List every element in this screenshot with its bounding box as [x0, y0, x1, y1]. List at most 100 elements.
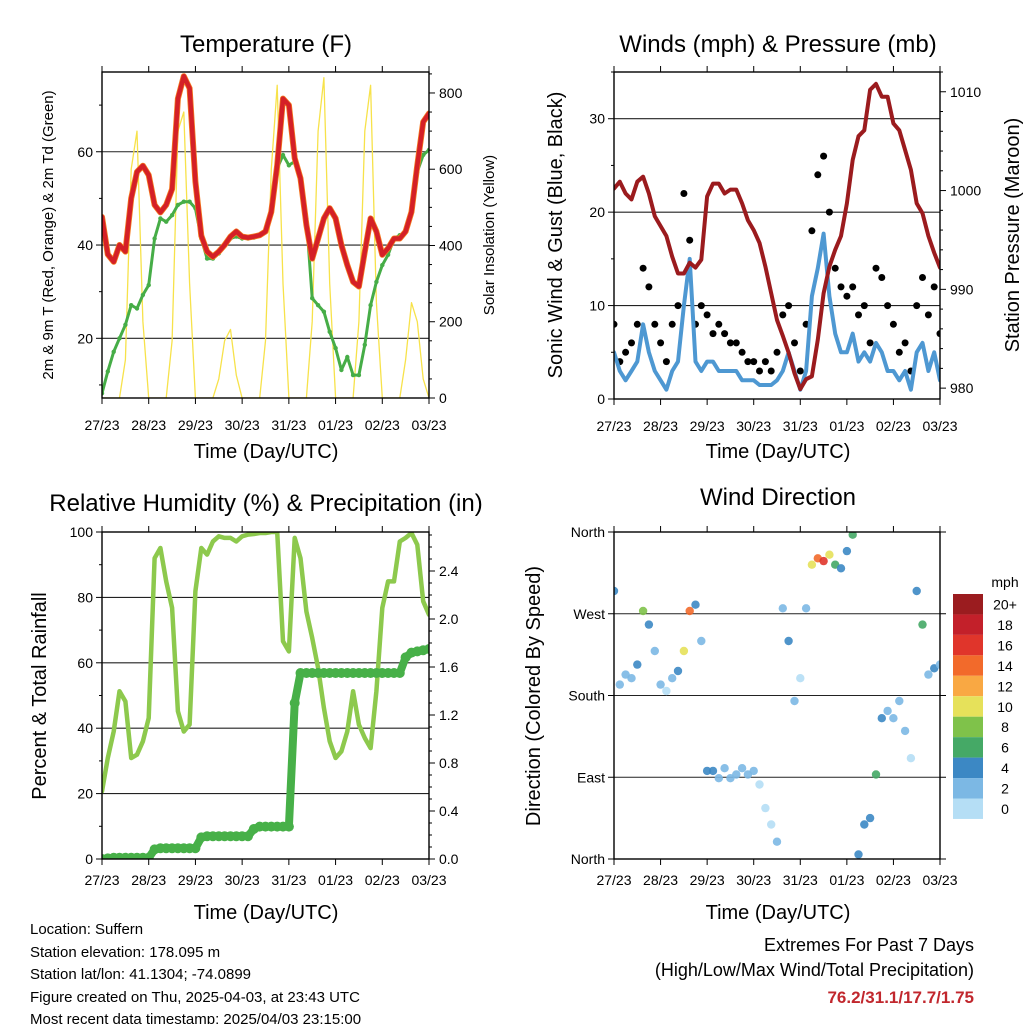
gust-point	[738, 348, 746, 356]
wind-direction-point	[924, 670, 933, 679]
panel3-y-tick-label: South	[568, 688, 605, 704]
panel3-y-tick-label: East	[577, 769, 605, 785]
gust-point	[686, 236, 694, 244]
panel2-y-tick-label: 0	[85, 851, 93, 867]
wind-direction-point	[708, 766, 718, 776]
panel1-y-right-tick-label: 1000	[950, 183, 981, 199]
panel0-x-tick-label: 28/23	[131, 417, 166, 433]
panel0-x-tick-label: 31/23	[271, 417, 306, 433]
colorbar-swatch	[953, 675, 983, 697]
wind-direction-point	[784, 636, 793, 646]
dewpoint-point	[146, 282, 151, 288]
gust-point	[796, 367, 804, 375]
gust-point	[866, 339, 874, 347]
wind-direction-point	[883, 706, 892, 716]
dewpoint-point	[129, 303, 134, 308]
dewpoint-point	[345, 354, 350, 360]
panel2-x-tick-label: 28/23	[131, 872, 166, 888]
wind-direction-point	[614, 586, 619, 596]
panel1-y-tick-label: 30	[589, 111, 605, 127]
gust-point	[614, 320, 618, 328]
precipitation-point	[283, 821, 294, 832]
extremes-subheading: (High/Low/Max Wind/Total Precipitation)	[654, 960, 974, 980]
panel1-x-tick-label: 27/23	[596, 418, 631, 434]
wind-direction-point	[714, 774, 723, 783]
dewpoint-point	[368, 303, 373, 308]
wind-direction-point	[877, 714, 886, 723]
colorbar-swatch	[953, 737, 983, 758]
wind-direction-point	[796, 674, 805, 683]
wind-direction-point	[895, 696, 904, 706]
wind-direction-point	[644, 620, 654, 629]
wind-direction-point	[662, 686, 671, 696]
gust-point	[697, 302, 705, 310]
panel0-frame	[101, 71, 430, 399]
colorbar-label: 16	[997, 637, 1013, 653]
gust-point	[732, 339, 740, 347]
panel1-plot-area	[614, 81, 940, 392]
panel1-frame	[613, 71, 941, 400]
wind-speed-line	[614, 231, 940, 392]
wind-direction-point	[755, 780, 764, 789]
dewpoint-point	[117, 336, 122, 341]
panel2-x-tick-label: 29/23	[178, 872, 213, 888]
panel0-y-axis-right-label: Solar Insolation (Yellow)	[481, 155, 498, 315]
wind-direction-point	[772, 837, 782, 846]
panel2-x-axis-label: Time (Day/UTC)	[194, 902, 339, 924]
extremes-heading: Extremes For Past 7 Days	[763, 935, 974, 955]
dewpoint-point	[164, 219, 169, 224]
wind-direction-point	[633, 660, 642, 669]
panel2-x-tick-label: 02/23	[365, 872, 400, 888]
wind-direction-point	[749, 766, 758, 776]
gust-point	[773, 348, 781, 356]
dewpoint-point	[315, 303, 321, 308]
panel1-title: Winds (mph) & Pressure (mb)	[619, 31, 936, 58]
gust-point	[889, 320, 897, 328]
panel2-title: Relative Humidity (%) & Precipitation (i…	[49, 490, 482, 517]
wind-direction-point	[790, 696, 799, 706]
colorbar-swatch	[953, 716, 983, 738]
panel1-y-tick-label: 10	[589, 298, 605, 314]
gust-point	[639, 264, 647, 272]
gust-point	[715, 320, 723, 328]
pressure-line	[614, 81, 940, 392]
gust-point	[721, 330, 729, 338]
wind-direction-point	[761, 803, 770, 813]
panel3-y-axis-label: Direction (Colored By Speed)	[523, 566, 545, 826]
panel1-y-right-tick-label: 980	[950, 380, 974, 396]
panel2-y-tick-label: 80	[77, 589, 93, 605]
colorbar-label: 10	[997, 699, 1013, 715]
panel0-y-right-tick-label: 0	[439, 390, 447, 406]
wind-direction-point	[679, 646, 689, 656]
panel3-x-tick-label: 02/23	[876, 872, 911, 888]
dewpoint-point	[169, 213, 175, 218]
gust-point	[924, 311, 932, 319]
panel1-x-tick-label: 01/23	[829, 418, 864, 434]
gust-point	[761, 358, 769, 366]
colorbar-swatch	[953, 634, 983, 656]
panel2-x-tick-label: 30/23	[225, 872, 260, 888]
panel0-title: Temperature (F)	[180, 31, 352, 58]
gust-point	[622, 348, 630, 356]
gust-point	[779, 311, 787, 319]
panel0-x-tick-label: 02/23	[365, 417, 400, 433]
gust-point	[651, 320, 659, 328]
extremes-values: 76.2/31.1/17.7/1.75	[827, 988, 974, 1007]
gust-point	[750, 358, 758, 366]
panel3-x-tick-label: 28/23	[643, 872, 678, 888]
wind-direction-point	[685, 606, 694, 616]
gust-point	[913, 302, 921, 310]
wind-direction-point	[720, 764, 729, 773]
precipitation-point	[190, 843, 201, 854]
panel2-y-tick-label: 60	[77, 655, 93, 671]
gust-point	[814, 171, 822, 179]
panel3-frame	[613, 531, 941, 860]
gust-point	[936, 330, 940, 338]
latlon-text: Station lat/lon: 41.1304; -74.0899	[30, 966, 252, 983]
panel1-x-tick-label: 29/23	[690, 418, 725, 434]
colorbar-label: 0	[1001, 801, 1009, 817]
colorbar-swatch	[953, 778, 983, 799]
panel0-y-right-tick-label: 800	[439, 85, 463, 101]
gust-point	[930, 283, 938, 291]
